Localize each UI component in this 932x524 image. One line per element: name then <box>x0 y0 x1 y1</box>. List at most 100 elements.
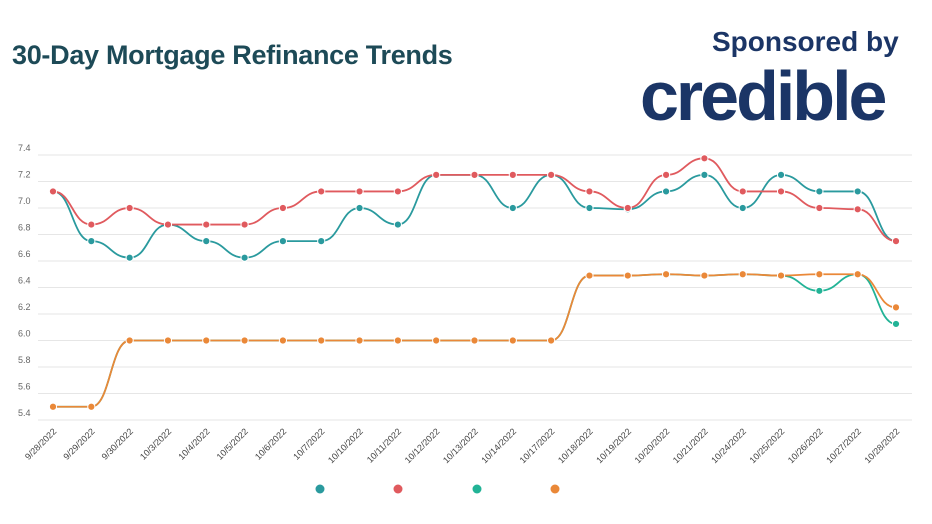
legend-marker <box>472 484 482 494</box>
data-point <box>48 402 58 411</box>
data-point <box>355 336 364 345</box>
data-point <box>163 220 173 229</box>
series-line <box>52 173 897 259</box>
y-tick-label: 7.4 <box>18 143 31 153</box>
data-point <box>278 336 288 345</box>
data-point <box>776 187 786 196</box>
legend-marker <box>550 484 560 494</box>
x-tick-label: 9/30/2022 <box>100 426 135 461</box>
data-point <box>508 336 517 345</box>
x-tick-label: 9/29/2022 <box>61 426 96 461</box>
data-point <box>240 253 249 262</box>
data-point <box>700 271 709 280</box>
chart-title: 30-Day Mortgage Refinance Trends <box>12 40 453 70</box>
data-point <box>738 270 747 279</box>
data-point <box>547 170 556 179</box>
x-tick-label: 10/11/2022 <box>365 426 403 464</box>
y-tick-label: 6.8 <box>18 223 31 233</box>
data-point <box>202 336 211 345</box>
data-point <box>623 203 632 213</box>
x-tick-label: 10/20/2022 <box>633 426 672 465</box>
y-tick-label: 6.0 <box>18 329 31 339</box>
data-point <box>776 271 786 280</box>
data-point <box>891 303 901 312</box>
data-point <box>317 336 326 345</box>
data-point <box>738 187 747 196</box>
data-point <box>661 170 671 179</box>
data-point <box>87 237 96 246</box>
data-point <box>240 220 249 229</box>
data-point <box>317 237 326 246</box>
x-tick-label: 10/5/2022 <box>215 426 250 461</box>
x-tick-label: 10/4/2022 <box>176 426 211 461</box>
data-point <box>700 170 709 179</box>
data-point <box>700 154 709 163</box>
y-tick-label: 6.2 <box>18 302 31 312</box>
data-point <box>661 270 671 279</box>
x-tick-label: 10/3/2022 <box>138 426 173 461</box>
data-point <box>470 170 479 179</box>
data-point <box>432 336 441 345</box>
data-point <box>317 187 326 196</box>
data-point <box>815 270 824 279</box>
data-point <box>623 271 632 280</box>
data-point <box>585 271 594 280</box>
x-tick-label: 10/18/2022 <box>556 426 595 465</box>
x-tick-label: 10/19/2022 <box>594 426 633 465</box>
x-tick-label: 9/28/2022 <box>23 426 58 461</box>
x-tick-label: 10/25/2022 <box>748 426 787 465</box>
data-point <box>585 187 594 196</box>
data-point <box>432 170 441 179</box>
data-point <box>815 286 824 295</box>
sponsor-text: Sponsored by <box>712 26 899 57</box>
data-point <box>125 253 134 262</box>
data-point <box>125 203 134 213</box>
x-tick-label: 10/17/2022 <box>518 426 557 465</box>
data-point <box>815 203 824 213</box>
y-tick-label: 6.6 <box>18 249 31 259</box>
x-tick-label: 10/7/2022 <box>291 426 326 461</box>
legend-marker <box>315 484 325 494</box>
data-point <box>585 203 594 213</box>
y-tick-label: 5.6 <box>18 382 31 392</box>
data-point <box>815 187 824 196</box>
data-point <box>738 203 747 213</box>
x-tick-label: 10/28/2022 <box>862 426 901 465</box>
y-tick-label: 7.0 <box>18 196 31 206</box>
y-tick-label: 5.8 <box>18 355 31 365</box>
x-tick-label: 10/6/2022 <box>253 426 288 461</box>
data-point <box>891 319 901 329</box>
x-tick-label: 10/27/2022 <box>824 426 863 465</box>
data-point <box>48 187 58 196</box>
data-point <box>547 336 556 345</box>
data-point <box>278 237 288 246</box>
credible-logo: credible <box>640 57 887 135</box>
data-point <box>853 205 862 214</box>
x-tick-label: 10/14/2022 <box>479 426 518 465</box>
data-point <box>355 203 364 213</box>
x-tick-label: 10/26/2022 <box>786 426 825 465</box>
x-tick-label: 10/10/2022 <box>326 426 365 465</box>
data-point <box>202 220 211 229</box>
data-point <box>393 336 402 345</box>
x-tick-label: 10/21/2022 <box>671 426 710 465</box>
legend-marker <box>393 484 403 494</box>
y-tick-label: 5.4 <box>18 408 31 418</box>
series-line <box>52 157 897 243</box>
data-point <box>891 237 901 246</box>
data-point <box>393 187 402 196</box>
y-tick-label: 6.4 <box>18 276 31 286</box>
data-point <box>125 336 134 345</box>
data-point <box>508 203 517 213</box>
x-tick-label: 10/12/2022 <box>403 426 442 465</box>
x-tick-label: 10/13/2022 <box>441 426 480 465</box>
data-point <box>163 336 173 345</box>
y-tick-label: 7.2 <box>18 170 31 180</box>
data-point <box>661 187 671 196</box>
data-point <box>87 402 96 411</box>
data-point <box>470 336 479 345</box>
data-point <box>87 220 96 229</box>
data-point <box>508 170 517 179</box>
data-point <box>853 270 862 279</box>
